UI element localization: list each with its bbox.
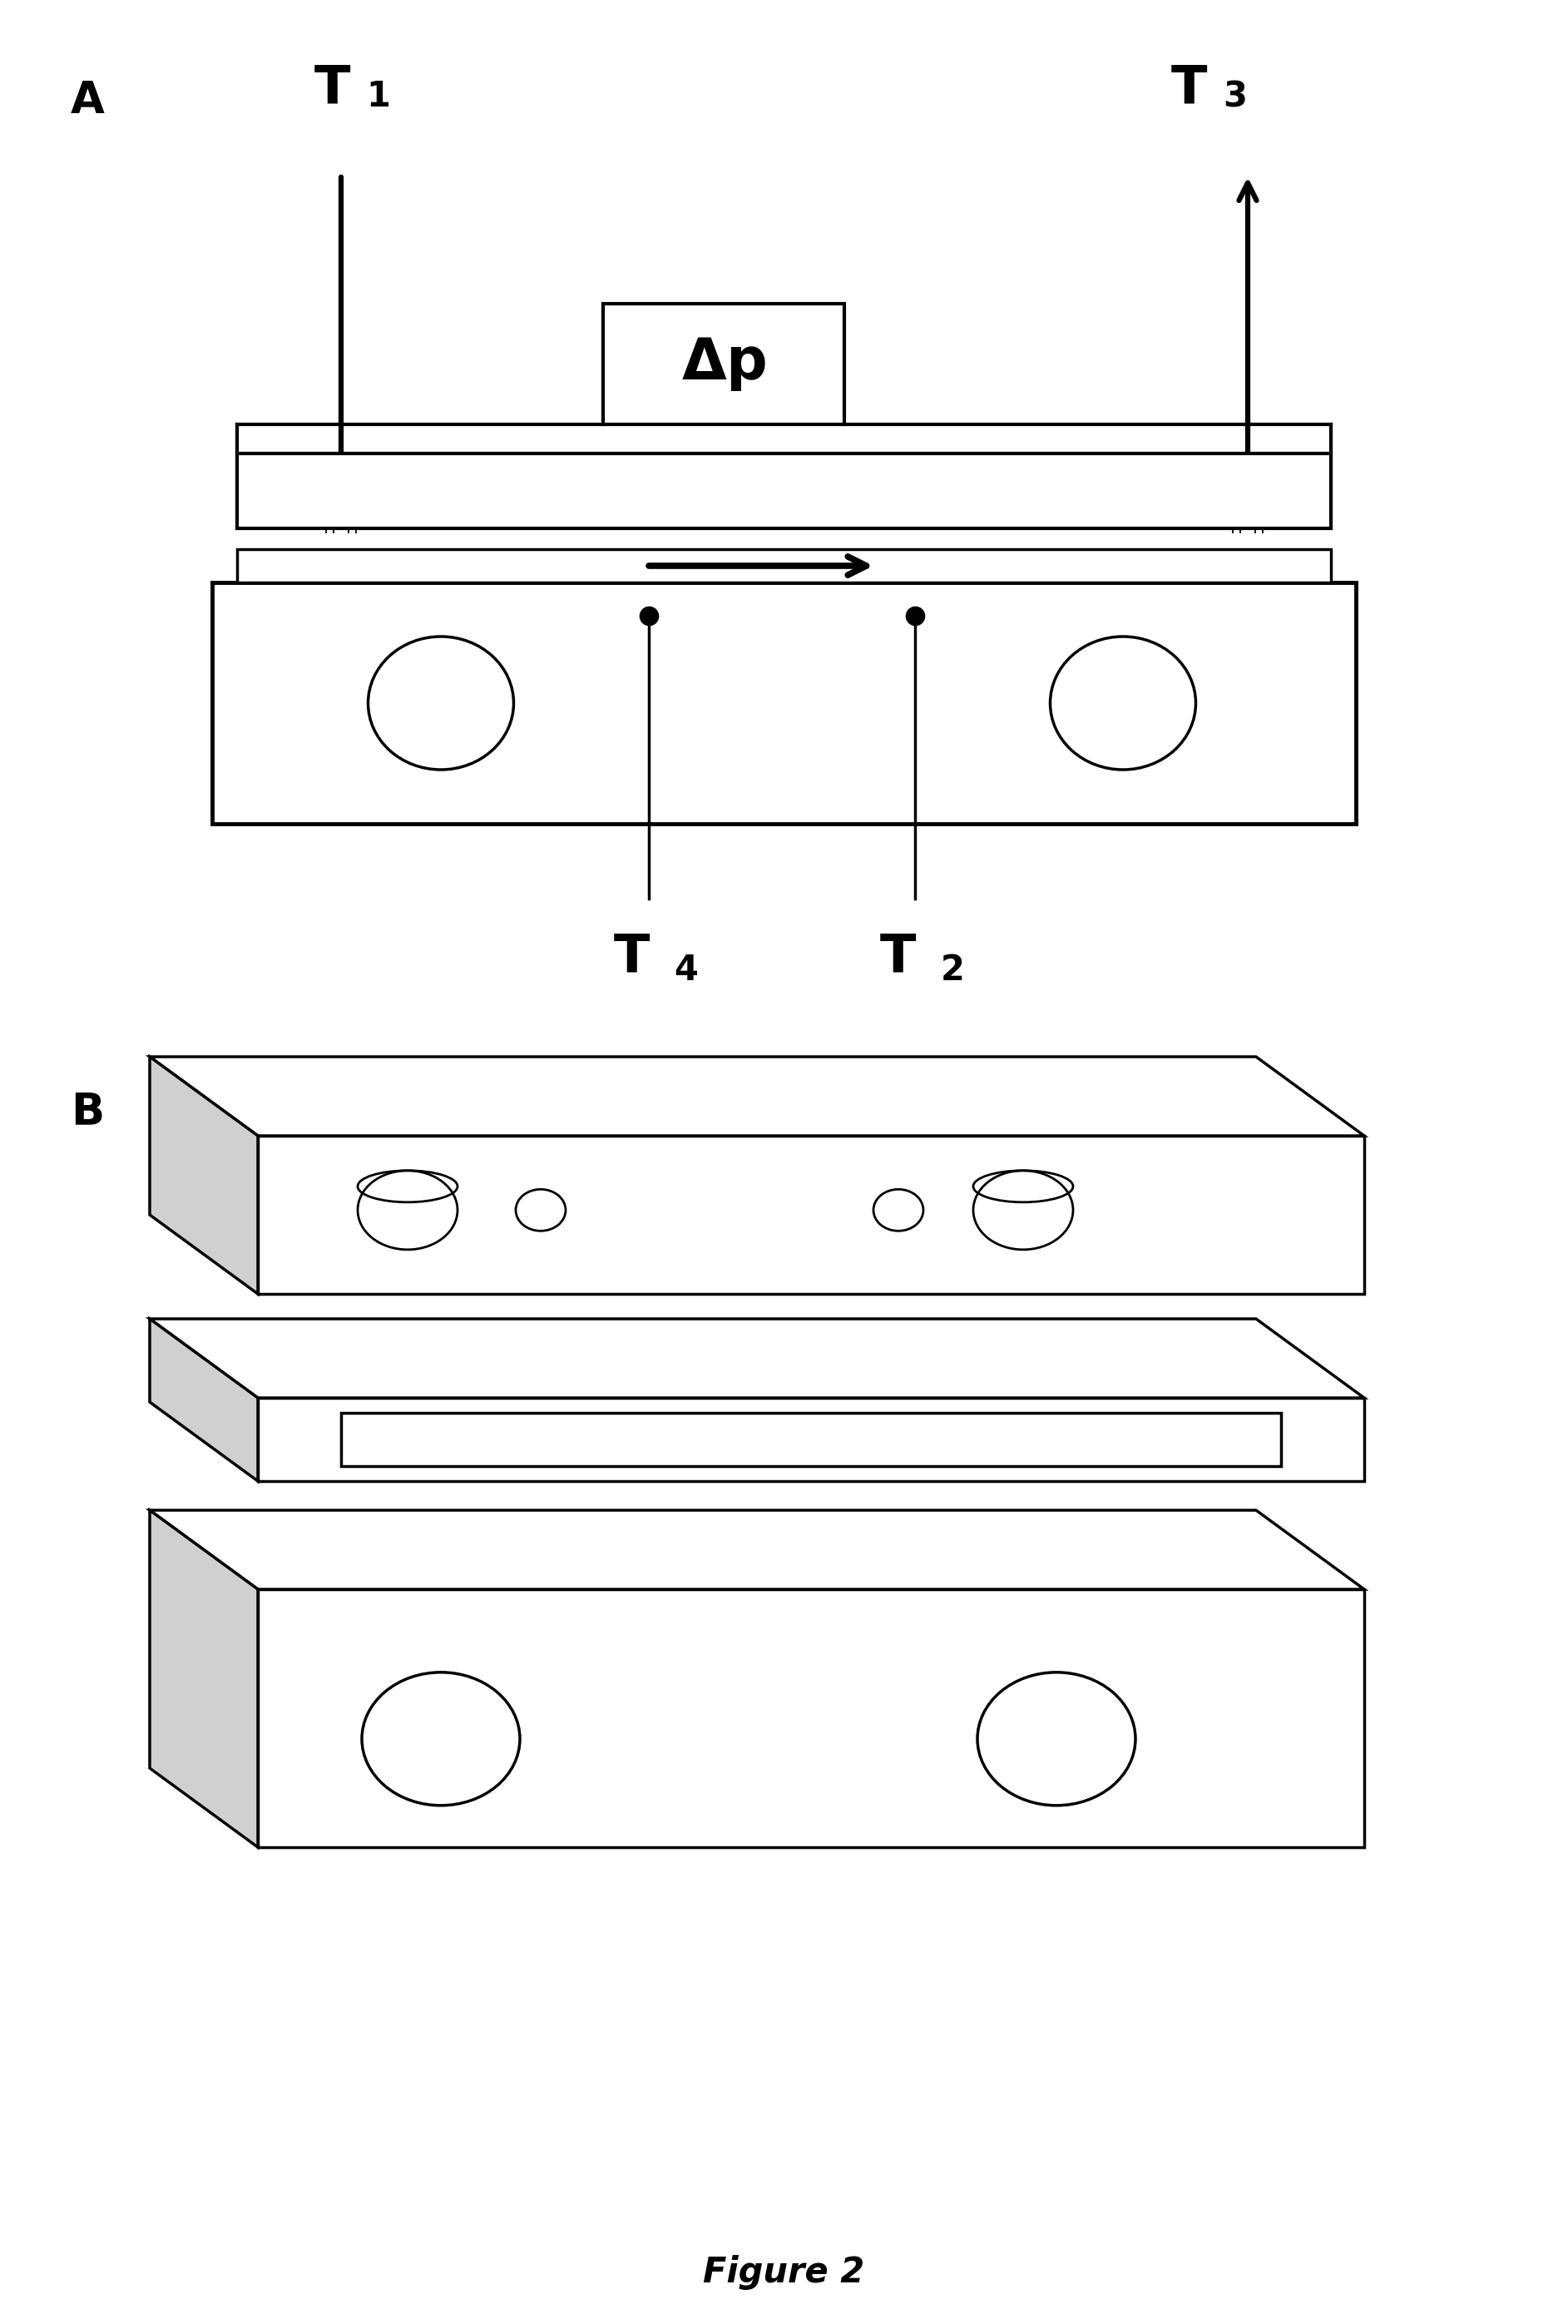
Bar [342, 1413, 1281, 1466]
Polygon shape [149, 1318, 257, 1480]
Ellipse shape [516, 1190, 566, 1232]
Polygon shape [149, 1318, 1364, 1399]
Bar [237, 548, 1331, 583]
Text: A: A [71, 79, 105, 123]
Text: Figure 2: Figure 2 [702, 2254, 864, 2289]
Polygon shape [149, 1057, 257, 1294]
Text: $\mathbf{2}$: $\mathbf{2}$ [939, 953, 963, 988]
Ellipse shape [873, 1190, 924, 1232]
Ellipse shape [362, 1673, 521, 1806]
Ellipse shape [974, 1171, 1073, 1250]
Text: $\mathbf{1}$: $\mathbf{1}$ [365, 79, 389, 114]
Text: $\mathbf{\Delta p}$: $\mathbf{\Delta p}$ [681, 335, 767, 393]
Polygon shape [149, 1057, 1364, 1136]
Polygon shape [149, 1511, 1364, 1590]
Text: $\mathbf{T}$: $\mathbf{T}$ [1171, 63, 1209, 114]
Text: $\mathbf{4}$: $\mathbf{4}$ [674, 953, 698, 988]
Polygon shape [149, 1511, 257, 1848]
Text: $\mathbf{T}$: $\mathbf{T}$ [613, 932, 651, 983]
Ellipse shape [358, 1171, 458, 1250]
Ellipse shape [1051, 637, 1196, 769]
Text: $\mathbf{3}$: $\mathbf{3}$ [1223, 79, 1245, 114]
Text: B: B [71, 1090, 103, 1134]
Text: $\mathbf{T}$: $\mathbf{T}$ [880, 932, 917, 983]
Text: $\mathbf{T}$: $\mathbf{T}$ [314, 63, 351, 114]
Polygon shape [257, 1590, 1364, 1848]
Ellipse shape [368, 637, 514, 769]
Bar [604, 304, 844, 425]
Bar [212, 583, 1356, 823]
Polygon shape [257, 1136, 1364, 1294]
Bar [237, 453, 1331, 528]
Ellipse shape [977, 1673, 1135, 1806]
Polygon shape [257, 1399, 1364, 1480]
